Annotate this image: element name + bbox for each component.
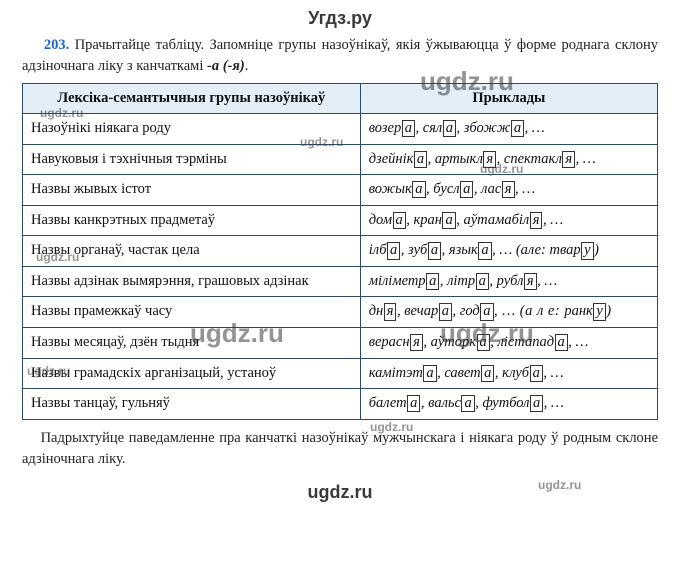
- ending-box: я: [562, 151, 575, 168]
- group-cell: Назвы адзінак вымярэння, грашовых адзіна…: [23, 266, 361, 297]
- ending-box: а: [407, 395, 420, 412]
- ending-box: а: [461, 395, 474, 412]
- ending-box: а: [439, 303, 452, 320]
- ending-box: а: [423, 365, 436, 382]
- grammar-table: Лексіка-семантычныя групы назоўнікаў Пры…: [22, 83, 658, 420]
- site-header: Угдз.ру: [22, 8, 658, 29]
- ending-box: а: [481, 365, 494, 382]
- intro-tail: .: [245, 58, 249, 74]
- ending-box: а: [480, 303, 493, 320]
- exercise-number: 203.: [44, 37, 69, 53]
- table-row: Назвы месяцаў, дзён тыдняверасня, аўторк…: [23, 327, 658, 358]
- examples-cell: ілба, зуба, языка, … (але: твару): [360, 236, 657, 267]
- table-row: Назвы прамежкаў часудня, вечара, года, ……: [23, 297, 658, 328]
- examples-cell: вожыка, бусла, лася, …: [360, 175, 657, 206]
- group-cell: Назвы грамадскіх арганізацый, устаноў: [23, 358, 361, 389]
- ending-box: а: [402, 120, 415, 137]
- ending-box: я: [384, 303, 397, 320]
- ending-box: а: [530, 395, 543, 412]
- examples-cell: балета, вальса, футбола, …: [360, 389, 657, 420]
- intro-text: Прачытайце табліцу. Запомніце групы назо…: [22, 37, 658, 74]
- group-cell: Назвы танцаў, гульняў: [23, 389, 361, 420]
- exercise-intro: 203. Прачытайце табліцу. Запомніце групы…: [22, 35, 658, 77]
- table-row: Назвы грамадскіх арганізацый, устаноўкам…: [23, 358, 658, 389]
- table-header-examples: Прыклады: [360, 84, 657, 114]
- suffix: -а (-я): [207, 58, 245, 74]
- examples-cell: дома, крана, аўтамабіля, …: [360, 205, 657, 236]
- ending-box: а: [428, 242, 441, 259]
- site-footer: ugdz.ru: [22, 482, 658, 503]
- group-cell: Навуковыя і тэхнічныя тэрміны: [23, 144, 361, 175]
- table-row: Навуковыя і тэхнічныя тэрміныдзейніка, а…: [23, 144, 658, 175]
- table-row: Назвы адзінак вымярэння, грашовых адзіна…: [23, 266, 658, 297]
- ending-box: я: [502, 181, 515, 198]
- ending-box: а: [412, 181, 425, 198]
- examples-cell: камітэта, савета, клуба, …: [360, 358, 657, 389]
- ending-box: а: [387, 242, 400, 259]
- table-header-groups: Лексіка-семантычныя групы назоўнікаў: [23, 84, 361, 114]
- group-cell: Назвы жывых істот: [23, 175, 361, 206]
- group-cell: Назоўнікі ніякага роду: [23, 114, 361, 145]
- ending-box: а: [555, 334, 568, 351]
- table-row: Назвы канкрэтных прадметаўдома, крана, а…: [23, 205, 658, 236]
- group-cell: Назвы прамежкаў часу: [23, 297, 361, 328]
- ending-box: а: [511, 120, 524, 137]
- ending-box: я: [483, 151, 496, 168]
- ending-box: а: [477, 334, 490, 351]
- ending-box: у: [593, 303, 605, 320]
- examples-cell: міліметра, літра, рубля, …: [360, 266, 657, 297]
- examples-cell: возера, сяла, збожжа, …: [360, 114, 657, 145]
- table-row: Назвы органаў, частак целаілба, зуба, яз…: [23, 236, 658, 267]
- ending-box: а: [476, 273, 489, 290]
- group-cell: Назвы канкрэтных прадметаў: [23, 205, 361, 236]
- ending-box: я: [410, 334, 423, 351]
- examples-cell: дня, вечара, года, … (а л е: ранку): [360, 297, 657, 328]
- ending-box: у: [581, 242, 593, 259]
- ending-box: а: [442, 212, 455, 229]
- group-cell: Назвы месяцаў, дзён тыдня: [23, 327, 361, 358]
- ending-box: а: [414, 151, 427, 168]
- examples-cell: верасня, аўторка, лістапада, …: [360, 327, 657, 358]
- ending-box: я: [524, 273, 537, 290]
- ending-box: я: [530, 212, 543, 229]
- ending-box: а: [443, 120, 456, 137]
- table-row: Назвы жывых істотвожыка, бусла, лася, …: [23, 175, 658, 206]
- ending-box: а: [478, 242, 491, 259]
- examples-cell: дзейніка, артыкля, спектакля, …: [360, 144, 657, 175]
- ending-box: а: [393, 212, 406, 229]
- table-row: Назоўнікі ніякага родувозера, сяла, збож…: [23, 114, 658, 145]
- ending-box: а: [530, 365, 543, 382]
- ending-box: а: [426, 273, 439, 290]
- group-cell: Назвы органаў, частак цела: [23, 236, 361, 267]
- exercise-outro: Падрыхтуйце паведамленне пра канчаткі на…: [22, 428, 658, 470]
- table-row: Назвы танцаў, гульняўбалета, вальса, фут…: [23, 389, 658, 420]
- ending-box: а: [460, 181, 473, 198]
